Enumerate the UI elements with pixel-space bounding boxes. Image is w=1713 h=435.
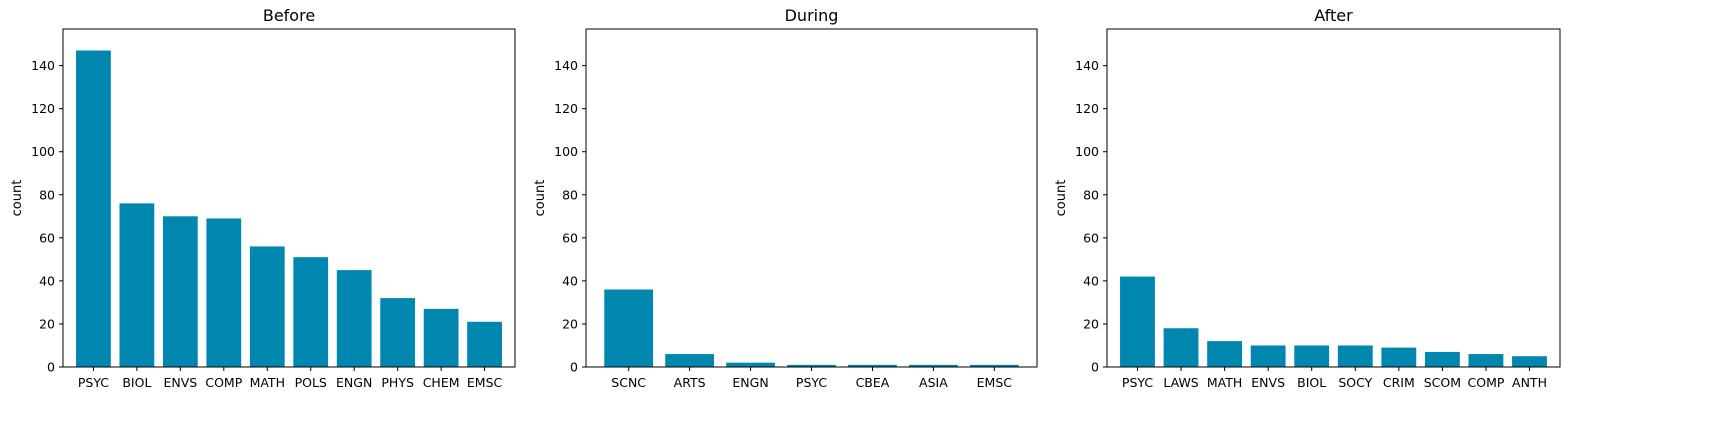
bar	[1381, 347, 1417, 367]
y-axis-label: count	[533, 180, 548, 217]
bar	[726, 362, 775, 367]
x-tick-label: CRIM	[1383, 375, 1415, 390]
x-tick-label: EMSC	[467, 375, 503, 390]
x-tick-label: CBEA	[856, 375, 890, 390]
bar	[1337, 345, 1373, 367]
bar	[1468, 354, 1504, 367]
y-tick-label: 60	[562, 230, 578, 245]
bar	[76, 50, 111, 368]
y-tick-label: 20	[562, 316, 578, 331]
x-tick-label: SCOM	[1424, 375, 1461, 390]
x-tick-label: PHYS	[381, 375, 414, 390]
y-tick-label: 100	[31, 144, 55, 159]
y-tick-label: 40	[39, 273, 55, 288]
chart-title: Before	[263, 6, 315, 25]
x-tick-label: SOCY	[1338, 375, 1372, 390]
axes-frame	[585, 28, 1038, 368]
y-tick-label: 80	[39, 187, 55, 202]
bar	[1120, 276, 1155, 367]
axes-frame	[1106, 28, 1561, 368]
x-tick-label: SCNC	[611, 375, 646, 390]
bar	[1163, 328, 1199, 367]
x-tick-label: COMP	[1468, 375, 1505, 390]
x-tick-label: COMP	[205, 375, 242, 390]
chart-panel: PSYC LAWS MATH ENVS BIOL SOCY CRIM SCOM COMP ANTH…	[1054, 6, 1561, 390]
y-tick-label: 0	[570, 360, 578, 375]
y-tick-label: 60	[1083, 230, 1099, 245]
y-tick-label: 20	[1083, 316, 1099, 331]
y-tick-label: 120	[31, 101, 55, 116]
bar	[423, 308, 459, 367]
x-tick-label: MATH	[250, 375, 285, 390]
bar	[293, 257, 329, 367]
chart-title: After	[1314, 6, 1353, 25]
x-tick-label: ANTH	[1512, 375, 1547, 390]
bar	[665, 354, 714, 367]
bar	[119, 203, 155, 367]
y-tick-label: 80	[562, 187, 578, 202]
x-tick-label: BIOL	[1297, 375, 1326, 390]
bar	[206, 218, 242, 367]
x-tick-label: ENGN	[336, 375, 372, 390]
x-tick-label: BIOL	[122, 375, 151, 390]
bar	[909, 364, 958, 367]
y-tick-label: 40	[1083, 273, 1099, 288]
bar	[787, 364, 836, 367]
bar	[1250, 345, 1286, 367]
x-tick-label: ASIA	[919, 375, 948, 390]
x-tick-label: ENVS	[163, 375, 197, 390]
y-tick-label: 0	[1091, 360, 1099, 375]
y-axis-label: count	[1054, 180, 1069, 217]
y-tick-label: 20	[39, 316, 55, 331]
y-tick-label: 140	[1075, 58, 1099, 73]
bar	[336, 270, 372, 367]
chart-panel: SCNC ARTS ENGN PSYC CBEA ASIA EMSC 0 20 40 60 80 100…	[533, 6, 1038, 390]
x-tick-label: PSYC	[796, 375, 827, 390]
y-tick-label: 140	[31, 58, 55, 73]
y-tick-label: 140	[554, 58, 578, 73]
x-tick-label: POLS	[295, 375, 327, 390]
x-tick-label: MATH	[1207, 375, 1242, 390]
chart-panel: PSYC BIOL ENVS COMP MATH POLS ENGN PHYS CHEM EMSC…	[10, 6, 516, 390]
y-tick-label: 0	[47, 360, 55, 375]
y-tick-label: 120	[1075, 101, 1099, 116]
bar	[1512, 356, 1547, 367]
y-tick-label: 100	[554, 144, 578, 159]
y-tick-label: 40	[562, 273, 578, 288]
bar	[249, 246, 285, 367]
x-tick-label: PSYC	[78, 375, 109, 390]
x-tick-label: CHEM	[423, 375, 460, 390]
x-tick-label: ARTS	[674, 375, 706, 390]
bar	[1207, 341, 1243, 367]
x-tick-label: ENVS	[1251, 375, 1285, 390]
x-tick-label: LAWS	[1163, 375, 1198, 390]
bar	[604, 289, 654, 367]
x-tick-label: PSYC	[1122, 375, 1153, 390]
y-axis-label: count	[10, 180, 25, 217]
y-tick-label: 120	[554, 101, 578, 116]
bar	[1424, 351, 1460, 367]
bar	[467, 321, 502, 367]
x-tick-label: ENGN	[732, 375, 768, 390]
bar	[162, 216, 198, 367]
axes-frame	[62, 28, 516, 368]
bar	[969, 364, 1019, 367]
bar	[380, 298, 416, 367]
chart-title: During	[785, 6, 839, 25]
y-tick-label: 100	[1075, 144, 1099, 159]
y-tick-label: 60	[39, 230, 55, 245]
y-tick-label: 80	[1083, 187, 1099, 202]
x-tick-label: EMSC	[977, 375, 1013, 390]
bar	[848, 364, 897, 367]
bar	[1294, 345, 1330, 367]
